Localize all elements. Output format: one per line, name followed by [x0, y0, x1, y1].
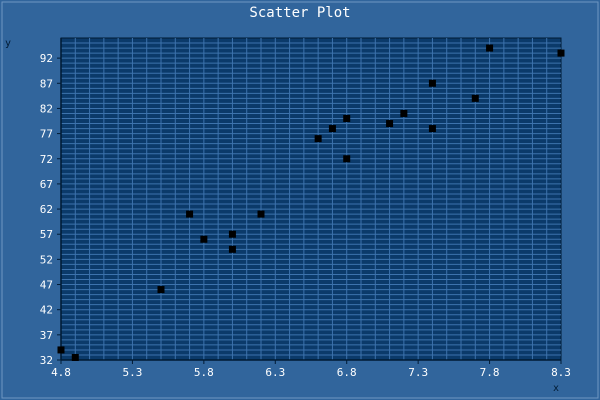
- data-point: [428, 79, 436, 87]
- data-point: [471, 94, 479, 102]
- data-point: [71, 353, 79, 361]
- y-tick-label: 82: [40, 102, 53, 115]
- x-tick-label: 8.3: [551, 366, 571, 379]
- x-axis-label: x: [553, 383, 559, 394]
- data-point: [343, 115, 351, 122]
- x-tick-label: 5.3: [122, 366, 142, 379]
- data-point: [400, 109, 408, 117]
- data-point: [328, 125, 336, 133]
- data-points: [57, 44, 565, 361]
- y-tick-label: 87: [40, 77, 53, 90]
- data-point: [314, 135, 322, 143]
- x-tick-label: 6.3: [265, 366, 285, 379]
- y-tick-label: 52: [40, 253, 53, 266]
- data-point: [486, 44, 494, 52]
- y-tick-label: 62: [40, 203, 53, 216]
- chart-title: Scatter Plot: [249, 5, 350, 21]
- data-point: [228, 245, 236, 253]
- data-point: [228, 230, 236, 238]
- grid: [61, 38, 561, 360]
- x-tick-label: 4.8: [51, 366, 71, 379]
- x-tick-label: 5.8: [194, 366, 214, 379]
- y-tick-label: 32: [40, 354, 53, 367]
- y-tick-label: 67: [40, 178, 53, 191]
- y-tick-label: 47: [40, 279, 53, 292]
- data-point: [557, 49, 565, 57]
- data-point: [200, 235, 208, 243]
- y-tick-label: 72: [40, 153, 53, 166]
- y-tick-label: 92: [40, 52, 53, 65]
- axes: 32 37 42 47 52 57 62 67 72 77 82 87 92 4.8 5.3 5.8 6.3 6.…: [40, 38, 571, 379]
- y-tick-label: 77: [40, 128, 53, 141]
- data-point: [343, 155, 351, 163]
- data-point: [257, 210, 265, 218]
- y-tick-label: 42: [40, 304, 53, 317]
- data-point: [157, 286, 165, 294]
- data-point: [57, 346, 65, 354]
- data-point: [386, 120, 394, 128]
- y-axis-label: y: [5, 38, 11, 49]
- y-tick-label: 37: [40, 329, 53, 342]
- data-point: [428, 125, 436, 133]
- data-point: [186, 210, 194, 218]
- x-tick-label: 6.8: [337, 366, 357, 379]
- x-tick-label: 7.8: [480, 366, 500, 379]
- y-tick-label: 57: [40, 228, 53, 241]
- x-tick-label: 7.3: [408, 366, 428, 379]
